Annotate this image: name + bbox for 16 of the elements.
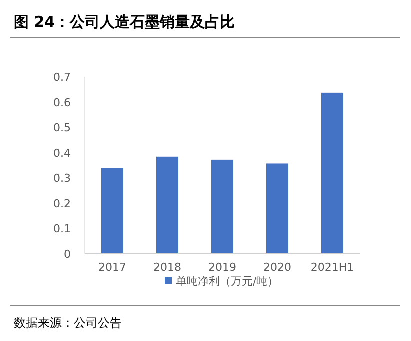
- y-tick-label: 0.6: [54, 96, 71, 110]
- annotation: 数据来源：公司公告: [14, 316, 122, 330]
- y-tick-label: 0.1: [54, 222, 71, 236]
- y-tick-label: 0.7: [54, 71, 71, 84]
- x-tick-label: 2020: [264, 261, 292, 274]
- y-tick-label: 0: [64, 248, 71, 261]
- y-tick-label: 0.3: [54, 172, 71, 186]
- title: 图 24：公司人造石墨销量及占比: [14, 13, 236, 31]
- x-tick-label: 2021H1: [310, 261, 354, 274]
- x-tick-label: 2017: [98, 261, 126, 274]
- y-tick-label: 0.5: [54, 122, 71, 135]
- legend: 单吨净利（万元/吨）: [165, 275, 279, 288]
- y-tick-label: 0.2: [54, 197, 71, 210]
- x-tick-label: 2018: [154, 261, 182, 274]
- x-tick-label: 2019: [208, 261, 236, 274]
- y-tick-label: 0.4: [54, 146, 71, 160]
